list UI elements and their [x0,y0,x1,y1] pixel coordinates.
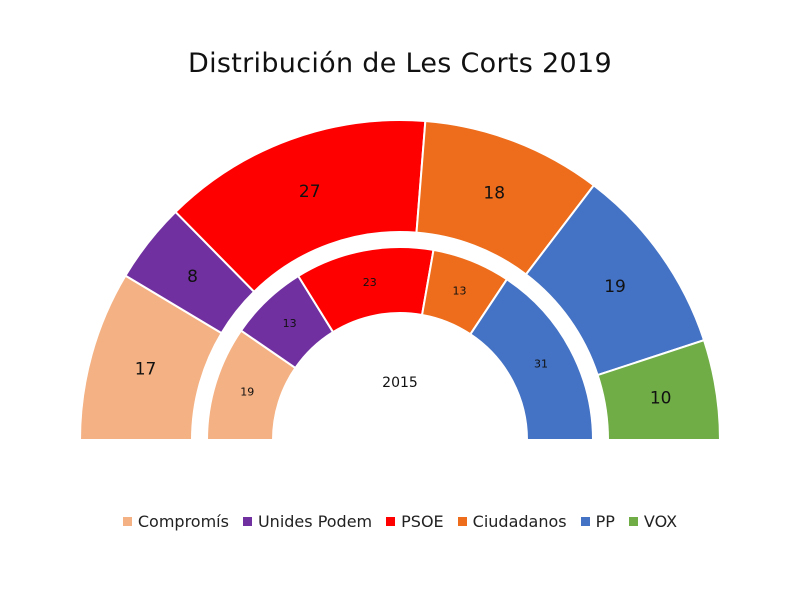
legend-label-compromis: Compromís [137,512,229,531]
legend-item-pp: PP [580,512,615,531]
outer-ring-2019: 17 8 27 18 19 10 [78,119,722,441]
legend-swatch-unides-podem [242,517,252,526]
legend-item-unides-podem: Unides Podem [242,512,373,531]
inner-label-pp: 31 [534,357,548,370]
inner-label-ciudadanos: 13 [452,284,466,297]
outer-label-compromis: 17 [135,360,157,380]
legend-label-unides-podem: Unides Podem [257,512,373,531]
outer-label-pp: 19 [604,277,626,297]
outer-label-psoe: 27 [299,182,321,202]
inner-ring-year-label: 2015 [382,375,418,391]
legend-swatch-compromis [122,517,132,526]
chart-title: Distribución de Les Corts 2019 [188,48,612,79]
legend-label-vox: VOX [643,512,678,531]
legend-swatch-vox [628,517,638,526]
legend-label-psoe: PSOE [401,512,444,531]
legend-item-vox: VOX [628,512,678,531]
legend-item-compromis: Compromís [122,512,229,531]
legend-label-ciudadanos: Ciudadanos [472,512,567,531]
legend-item-psoe: PSOE [386,512,444,531]
inner-label-psoe: 23 [363,276,377,289]
legend-label-pp: PP [595,512,615,531]
inner-ring-2015: 19 13 23 13 31 [205,246,595,441]
inner-label-unides-podem: 13 [283,317,297,330]
legend-item-ciudadanos: Ciudadanos [457,512,567,531]
outer-label-vox: 10 [650,388,672,408]
legend-swatch-psoe [386,517,396,526]
legend: Compromís Unides Podem PSOE Ciudadanos PP VOX [0,512,800,531]
inner-segment-pp [468,277,595,441]
outer-segment-vox [596,338,722,441]
outer-label-ciudadanos: 18 [483,183,505,203]
outer-label-unides-podem: 8 [187,267,198,287]
legend-swatch-ciudadanos [457,517,467,526]
legend-swatch-pp [580,517,590,526]
inner-label-compromis: 19 [240,385,254,398]
